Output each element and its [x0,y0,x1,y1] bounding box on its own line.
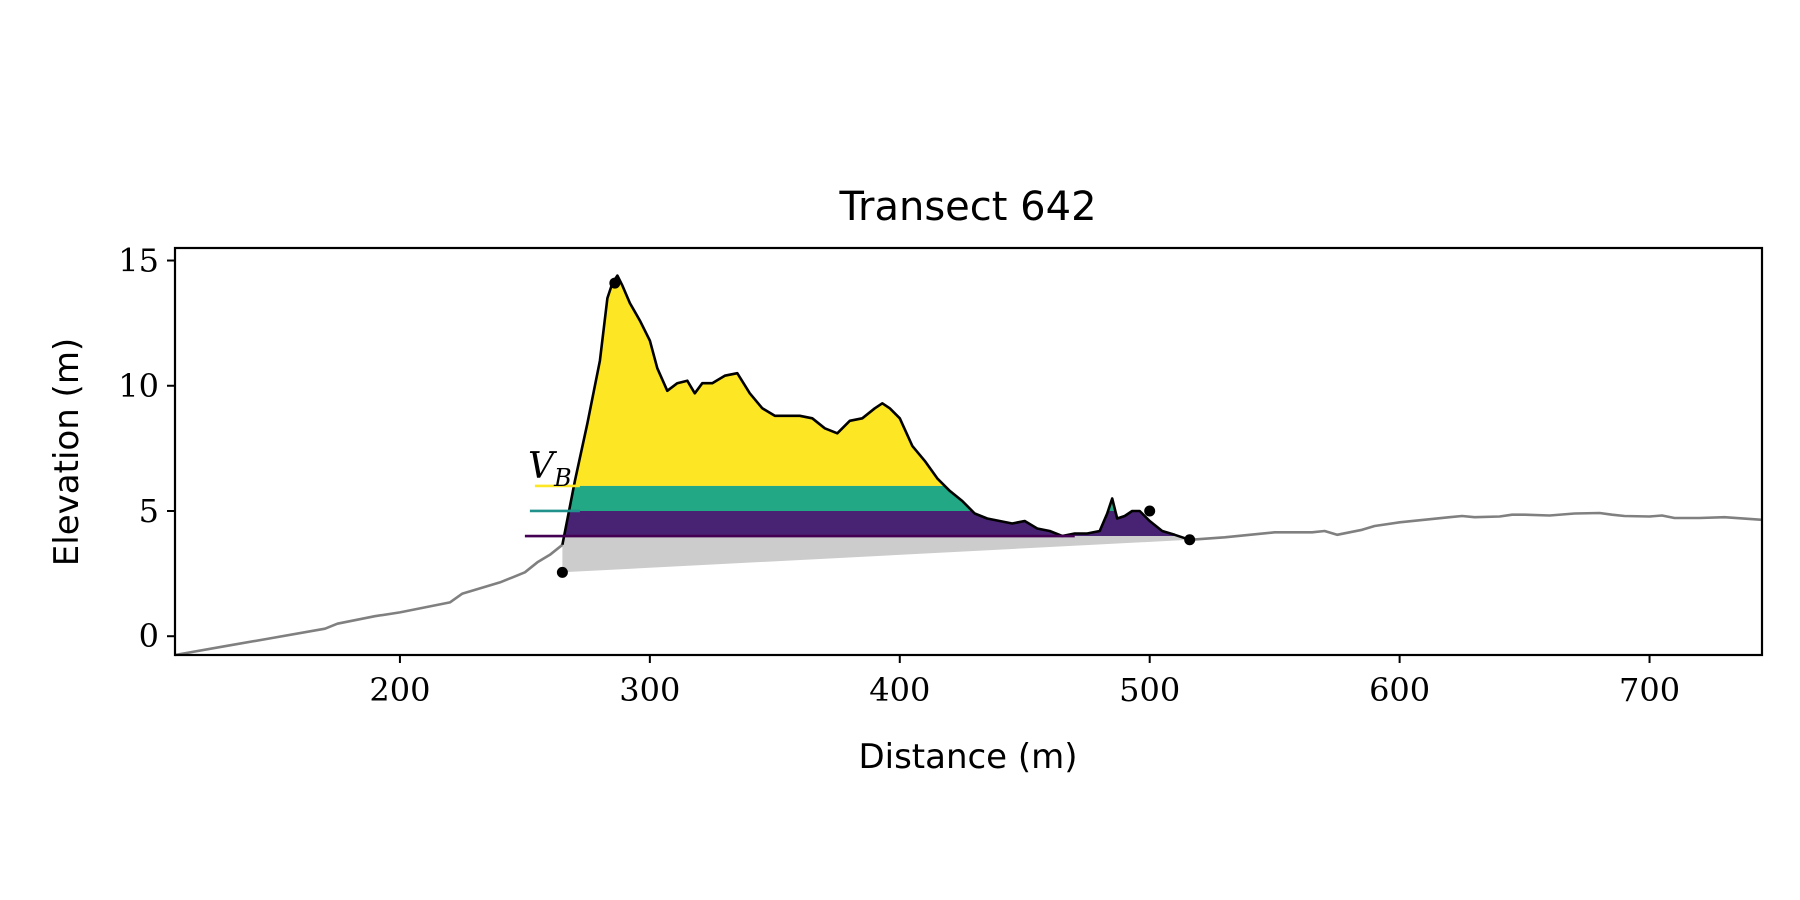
band-lower [564,511,1061,536]
profile-line-landward [1189,511,1763,542]
dune-outline [561,274,1191,546]
band-middle [569,485,971,511]
y-tick-label: 15 [118,242,159,280]
marker-point-2 [609,277,621,289]
x-tick-label: 700 [1619,671,1680,709]
x-tick-label: 200 [369,671,430,709]
marker-point-4 [1184,534,1196,546]
fill-areas [562,275,1190,573]
band-upper [574,275,944,486]
marker-point-1 [556,566,568,578]
level-lines [524,484,1075,538]
chart-title: Transect 642 [838,184,1096,230]
y-tick-label: 10 [118,367,159,405]
x-tick-label: 400 [869,671,930,709]
x-axis-label: Distance (m) [858,737,1077,777]
x-tick-label: 500 [1119,671,1180,709]
plot-frame [173,246,1764,657]
band-lower [1063,511,1178,536]
profile-line-seaward [174,543,564,657]
y-axis-ticks: 0 5 10 15 [118,242,175,655]
marker-point-3 [1144,505,1156,517]
profile-markers [556,277,1196,578]
y-tick-label: 0 [139,617,159,655]
x-tick-label: 600 [1369,671,1430,709]
profile-lines [174,274,1763,657]
x-tick-label: 300 [619,671,680,709]
y-axis-label: Elevation (m) [47,338,87,566]
y-tick-label: 5 [139,492,159,530]
x-axis-ticks: 200 300 400 500 600 700 [369,655,1680,709]
